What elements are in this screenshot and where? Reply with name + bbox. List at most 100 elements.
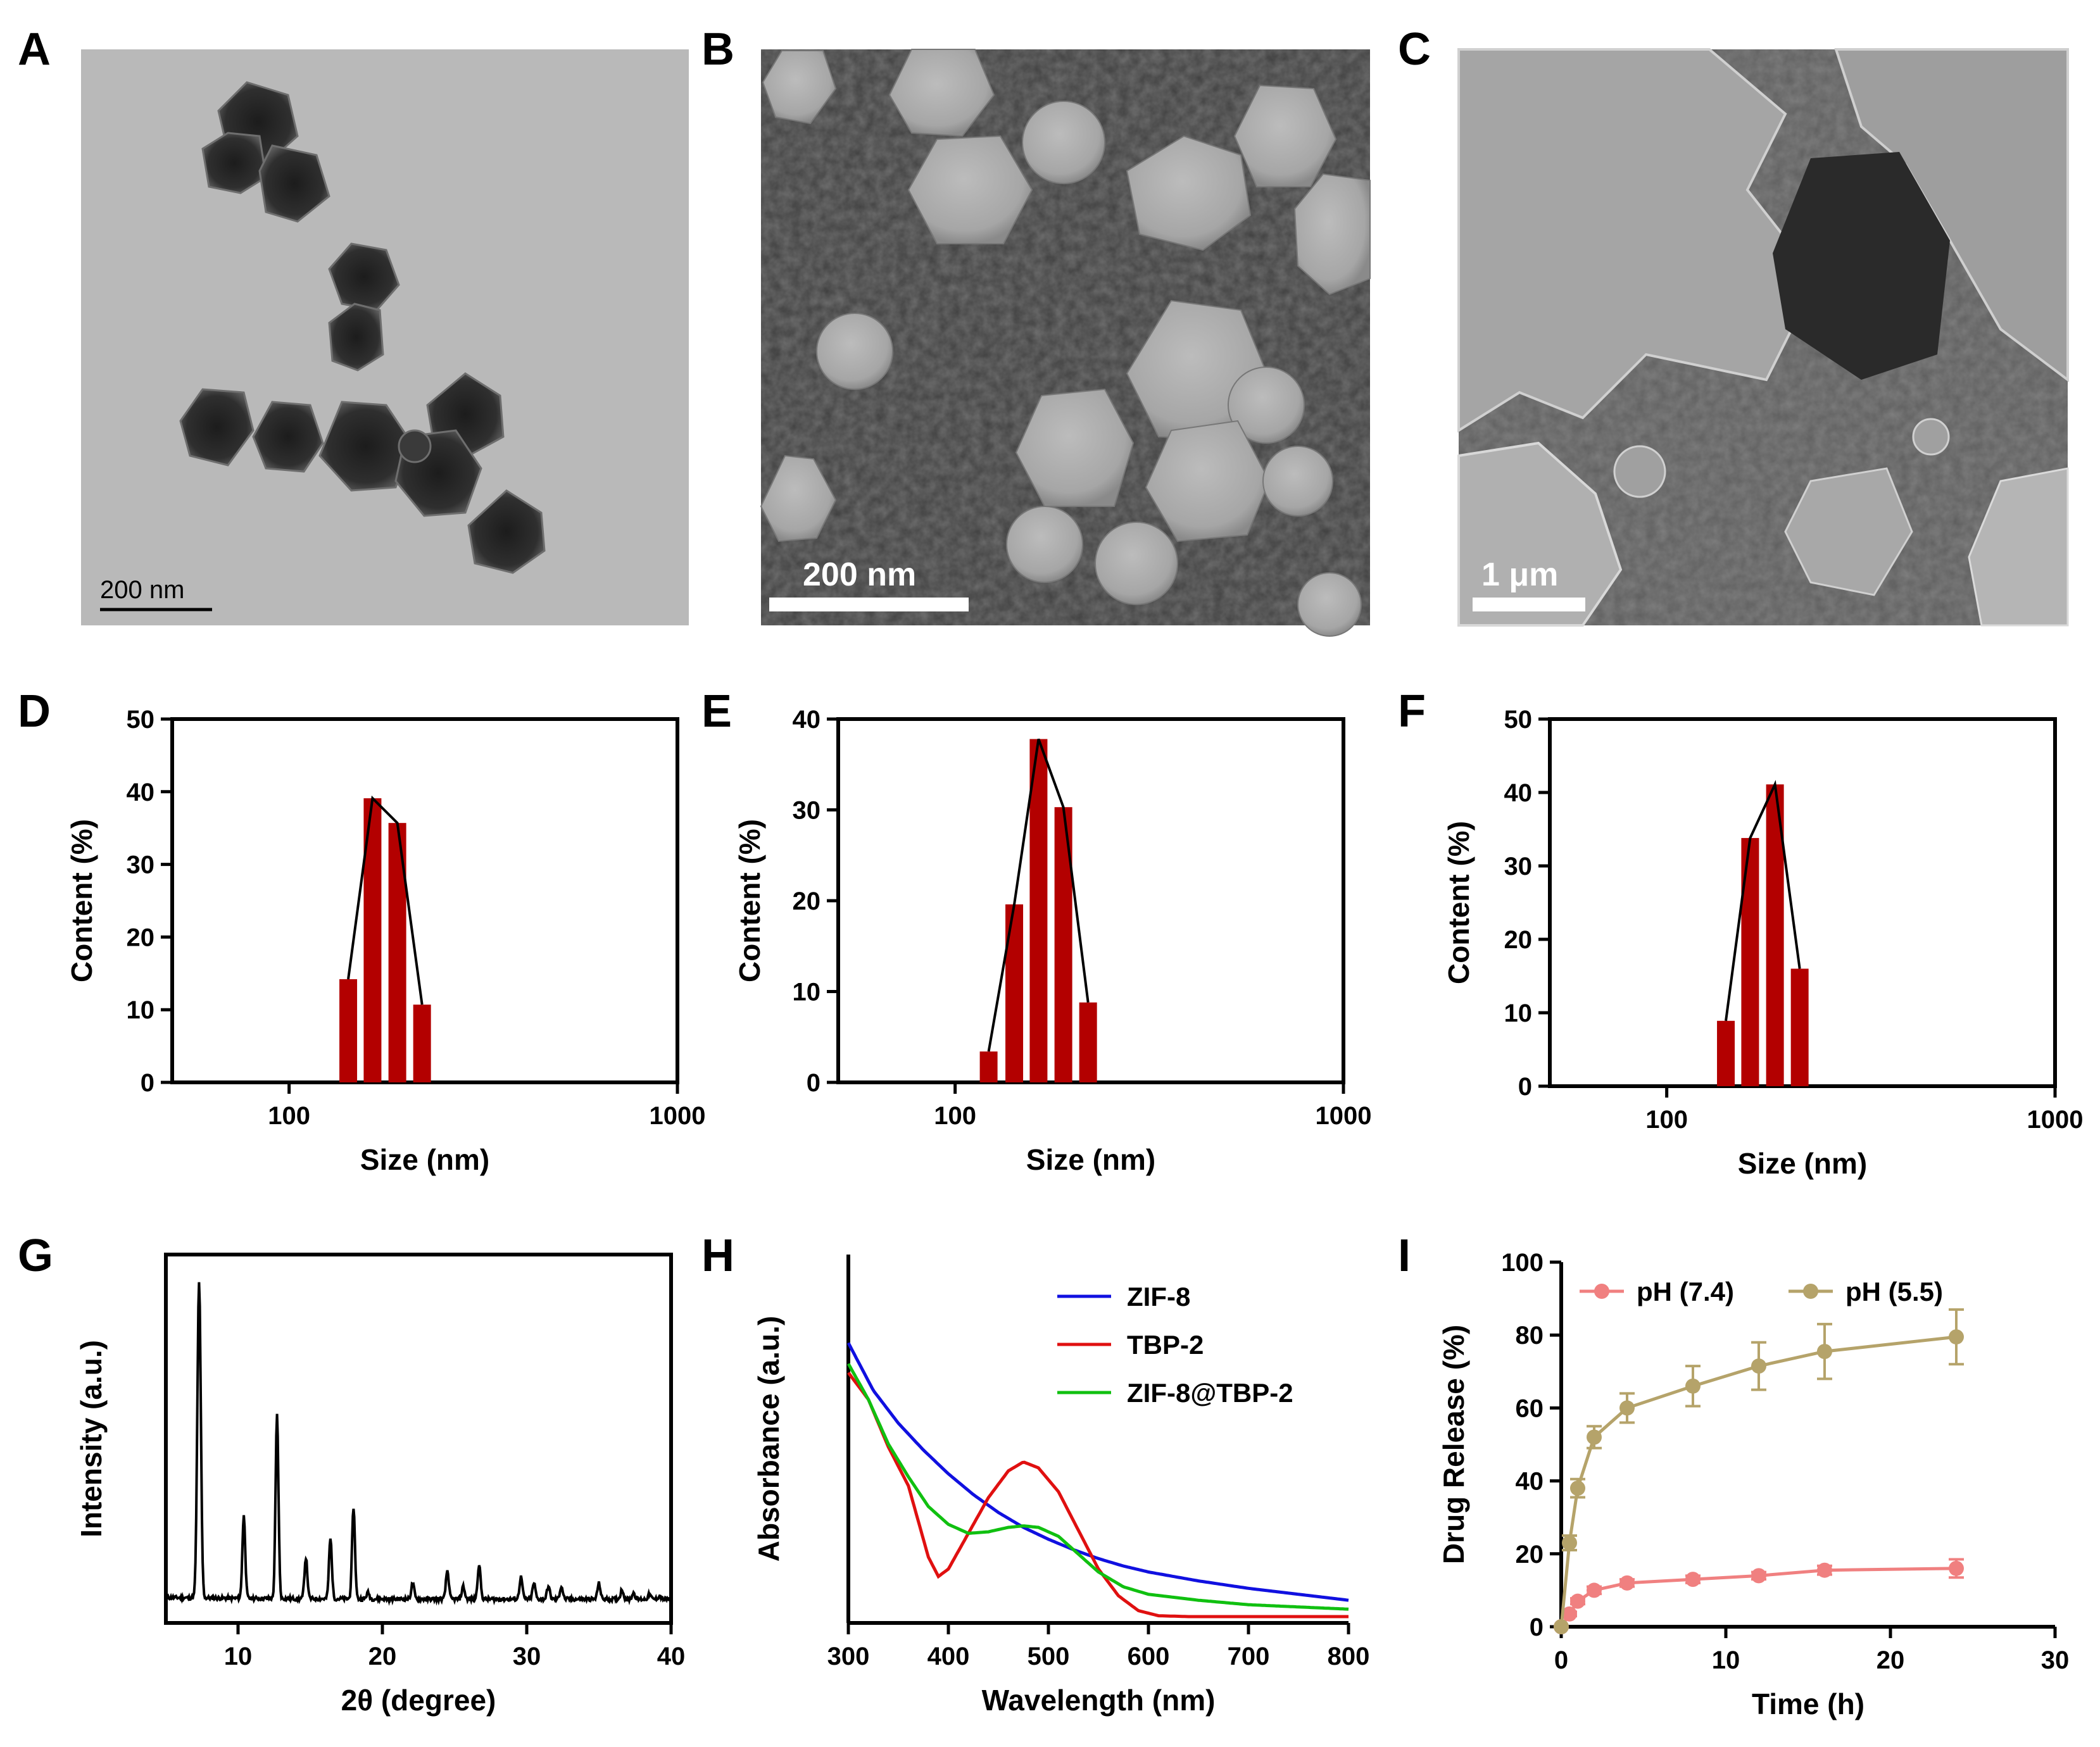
data-point	[1751, 1568, 1766, 1584]
x-tick-label: 0	[1554, 1646, 1568, 1674]
y-tick-label: 30	[1504, 853, 1533, 880]
x-axis-label: Size (nm)	[1026, 1143, 1155, 1176]
x-tick-label: 30	[513, 1643, 541, 1670]
scale-bar-b	[769, 598, 969, 611]
data-point	[1619, 1575, 1635, 1591]
y-tick-label: 60	[1516, 1394, 1544, 1422]
y-tick-label: 20	[127, 924, 155, 951]
y-tick-label: 40	[1516, 1468, 1544, 1496]
y-tick-label: 10	[793, 979, 821, 1006]
bar	[1029, 739, 1048, 1082]
bar	[1790, 968, 1809, 1086]
panel-c: C 1 μm	[1398, 24, 2069, 627]
y-tick-label: 0	[141, 1069, 154, 1097]
x-tick-label: 800	[1328, 1643, 1370, 1670]
spectrum-line	[847, 1372, 1349, 1619]
x-tick-label: 500	[1028, 1643, 1070, 1670]
tem-image-noise	[81, 49, 689, 625]
y-axis-label: Intensity (a.u.)	[75, 1340, 108, 1537]
x-tick-label: 600	[1128, 1643, 1170, 1670]
sem-features-c	[1457, 48, 2069, 627]
x-tick-label: 100	[1645, 1106, 1688, 1134]
data-point	[1570, 1481, 1585, 1496]
chart-g: 2θ (degree) Intensity (a.u.) 10 20 30 40	[75, 1253, 686, 1717]
panel-label-d: D	[18, 686, 51, 737]
y-tick-label: 40	[1504, 779, 1533, 807]
x-tick-label: 30	[2041, 1646, 2070, 1674]
data-point	[1685, 1572, 1701, 1587]
panel-a: A 200 nm	[18, 24, 689, 625]
x-axis-label: Time (h)	[1752, 1688, 1864, 1720]
data-point	[1587, 1429, 1602, 1445]
x-tick-label: 20	[1877, 1646, 1905, 1674]
bar	[1005, 904, 1024, 1082]
y-axis-label: Content (%)	[65, 819, 98, 982]
y-axis-label: Absorbance (a.u.)	[752, 1316, 785, 1562]
x-tick-label: 40	[657, 1643, 686, 1670]
x-tick-label: 1000	[1316, 1102, 1372, 1130]
panel-label-a: A	[18, 24, 51, 75]
y-tick-label: 40	[793, 706, 821, 734]
y-axis-label: Content (%)	[733, 819, 766, 982]
chart-d: Size (nm) Content (%) 0 10 20 30 40 50 100 1000	[65, 706, 705, 1176]
legend-label: ZIF-8	[1127, 1282, 1190, 1312]
y-tick-label: 50	[127, 706, 155, 734]
panel-label-h: H	[701, 1230, 734, 1281]
y-tick-label: 40	[127, 779, 155, 806]
x-tick-label: 700	[1228, 1643, 1270, 1670]
data-point	[1817, 1344, 1832, 1360]
spectrum-line	[846, 1342, 1349, 1602]
data-point	[1949, 1560, 1964, 1576]
data-point	[1562, 1535, 1577, 1551]
y-tick-label: 100	[1501, 1249, 1544, 1277]
bar	[979, 1051, 998, 1082]
scale-bar-label-b: 200 nm	[803, 556, 916, 593]
xrd-pattern-line	[166, 1282, 671, 1606]
data-point	[1619, 1400, 1635, 1416]
panel-label-c: C	[1398, 24, 1431, 75]
scale-bar-label-a: 200 nm	[100, 576, 184, 604]
bar	[413, 1005, 431, 1082]
sem-particles	[760, 49, 1371, 637]
data-point	[1570, 1593, 1585, 1609]
bar	[1717, 1020, 1735, 1086]
y-tick-label: 50	[1504, 706, 1533, 734]
data-point	[1817, 1562, 1832, 1578]
y-tick-label: 20	[1504, 926, 1533, 954]
data-point	[1562, 1606, 1577, 1622]
y-tick-label: 10	[127, 996, 155, 1024]
x-tick-label: 100	[268, 1102, 310, 1130]
y-axis-label: Drug Release (%)	[1437, 1325, 1470, 1564]
x-tick-label: 1000	[650, 1102, 706, 1130]
y-tick-label: 30	[793, 797, 821, 825]
y-tick-label: 20	[793, 887, 821, 915]
panel-label-g: G	[18, 1230, 53, 1281]
chart-f: Size (nm) Content (%) 0 10 20 30 40 50 100 1000	[1442, 706, 2083, 1180]
legend-marker	[1803, 1284, 1818, 1299]
scale-bar-c	[1473, 598, 1585, 611]
bar	[1079, 1002, 1097, 1082]
chart-i: Time (h) Drug Release (%) 0 20 40 60 80 100 0 10 2…	[1437, 1249, 2069, 1720]
x-axis-label: 2θ (degree)	[341, 1684, 496, 1717]
plot-frame	[164, 1253, 673, 1625]
y-tick-label: 0	[807, 1069, 821, 1097]
x-tick-label: 10	[224, 1643, 253, 1670]
distribution-line	[1725, 780, 1801, 1022]
y-tick-label: 0	[1518, 1073, 1532, 1101]
x-tick-label: 10	[1712, 1646, 1740, 1674]
x-axis-label: Size (nm)	[360, 1143, 489, 1176]
distribution-line	[347, 795, 424, 1005]
y-tick-label: 10	[1504, 999, 1533, 1027]
y-axis-label: Content (%)	[1442, 821, 1475, 984]
panel-label-f: F	[1398, 686, 1426, 737]
bar	[339, 979, 358, 1082]
y-tick-label: 0	[1530, 1613, 1544, 1641]
y-tick-label: 30	[127, 851, 155, 879]
data-point	[1949, 1329, 1964, 1345]
chart-h: Wavelength (nm) Absorbance (a.u.) 300 400 50…	[752, 1255, 1369, 1717]
x-tick-label: 300	[827, 1643, 870, 1670]
legend-label: pH (7.4)	[1637, 1277, 1734, 1306]
panel-label-b: B	[701, 24, 734, 75]
x-tick-label: 400	[927, 1643, 970, 1670]
